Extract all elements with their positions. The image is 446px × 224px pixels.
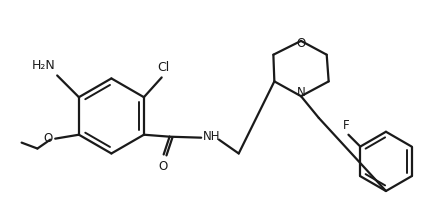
Text: F: F — [343, 119, 350, 132]
Text: N: N — [297, 86, 306, 99]
Text: H₂N: H₂N — [32, 60, 55, 73]
Text: NH: NH — [203, 130, 221, 143]
Text: O: O — [297, 37, 306, 50]
Text: Cl: Cl — [157, 61, 170, 74]
Text: O: O — [158, 160, 167, 173]
Text: O: O — [43, 132, 52, 145]
